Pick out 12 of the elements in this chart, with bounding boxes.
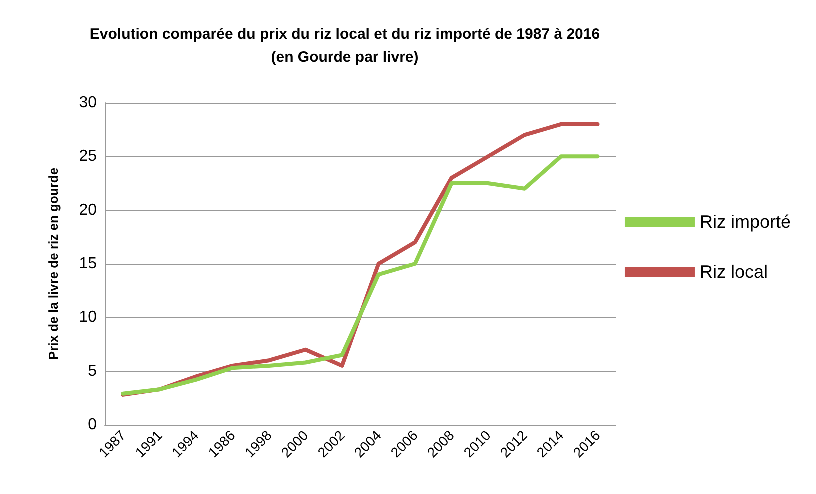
y-tick-label: 10: [79, 309, 98, 326]
y-tick-label: 30: [79, 94, 98, 112]
y-tick-label: 25: [79, 148, 98, 166]
y-tick-label: 5: [88, 362, 98, 380]
y-tick-label: 20: [79, 202, 98, 219]
y-tick-label: 0: [88, 416, 98, 434]
chart-subtitle: (en Gourde par livre): [271, 49, 419, 66]
y-tick-label: 15: [79, 256, 98, 272]
chart-title: Evolution comparée du prix du riz local et du riz importé de 1987 à 2016: [90, 26, 600, 43]
legend-label: Riz importé: [700, 212, 792, 232]
legend-label: Riz local: [700, 262, 768, 282]
y-axis-title: Prix de la livre de riz en gourde: [46, 168, 61, 360]
